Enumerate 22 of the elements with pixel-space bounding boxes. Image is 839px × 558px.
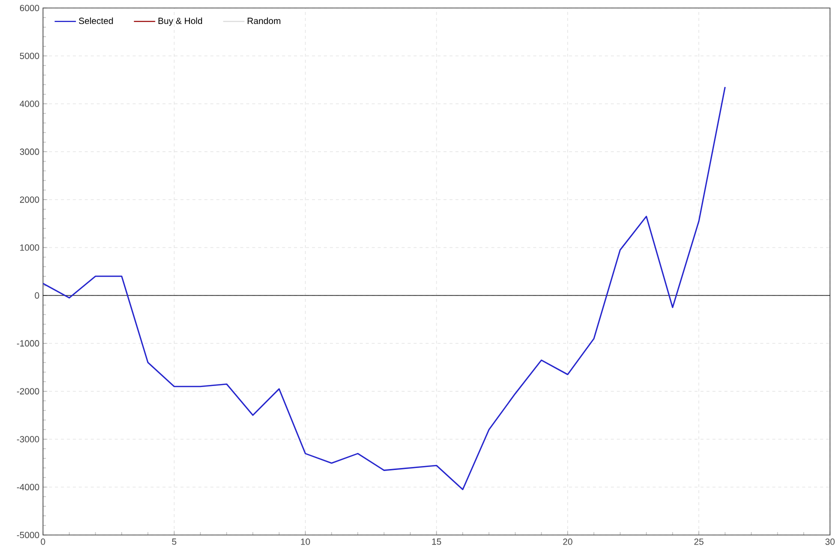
x-tick-label: 30 (825, 538, 835, 545)
x-tick-label: 0 (40, 538, 46, 545)
y-tick-label: 1000 (20, 244, 40, 251)
x-tick-label: 20 (563, 538, 572, 545)
y-tick-label: -2000 (16, 388, 40, 394)
x-tick-label: 15 (432, 538, 442, 545)
legend-label: Random (248, 17, 280, 24)
y-tick-label: 0 (34, 292, 40, 299)
y-tick-label: -5000 (16, 532, 40, 538)
x-tick-label: 10 (301, 538, 310, 545)
y-tick-label: -1000 (16, 340, 40, 347)
y-tick-label: 4000 (20, 100, 40, 107)
x-tick-label: 25 (694, 538, 704, 545)
y-tick-label: 6000 (20, 4, 40, 12)
y-tick-label: 5000 (20, 52, 40, 60)
y-tick-label: 3000 (20, 148, 40, 155)
y-tick-label: -4000 (16, 484, 40, 490)
y-tick-label: 2000 (20, 196, 40, 203)
legend-label: Buy & Hold (158, 17, 202, 26)
x-tick-label: 5 (172, 538, 176, 545)
y-tick-label: -3000 (16, 436, 40, 442)
legend-label: Selected (78, 17, 113, 24)
